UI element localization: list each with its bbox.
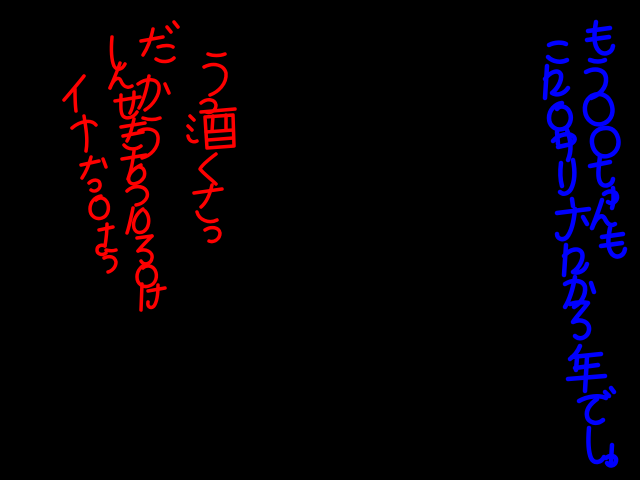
red-glyph-ki [119, 117, 147, 151]
red-glyph-no [135, 262, 159, 289]
red-glyph-me [125, 206, 151, 235]
red-glyph-sake-kanji [186, 107, 237, 150]
blue-glyph-ri [557, 157, 577, 196]
blue-glyph-no [546, 100, 573, 132]
blue-glyph-ya [550, 127, 577, 163]
red-glyph-n [108, 61, 134, 90]
blue-glyph-de [576, 385, 617, 426]
red-glyph-u [202, 52, 228, 97]
blue-glyph-re [542, 63, 571, 101]
red-glyph-ra [137, 116, 162, 160]
red-column-usakekusa [186, 52, 237, 244]
red-glyph-sa [192, 183, 224, 224]
red-glyph-se [113, 90, 142, 120]
blue-glyph-ru [567, 300, 592, 341]
red-handwriting [62, 20, 237, 312]
red-glyph-ku [198, 152, 218, 186]
blue-glyph-circle-2 [589, 125, 621, 159]
red-glyph-shi [109, 35, 127, 71]
red-glyph-yo [95, 222, 115, 257]
blue-glyph-mo-2 [598, 225, 628, 259]
blue-column-mou-chan-mo [582, 19, 628, 259]
red-glyph-ka [136, 74, 171, 112]
blue-column-korenoyarikata [542, 40, 619, 468]
blue-glyph-mo-1 [584, 19, 616, 56]
red-column-dakara [136, 20, 180, 160]
red-column-shinseki [108, 35, 167, 312]
blue-handwriting [542, 19, 628, 468]
blue-glyph-kata-kanji [554, 196, 592, 242]
blue-glyph-toshi-kanji [565, 343, 608, 394]
blue-glyph-sho [586, 425, 619, 468]
blue-glyph-wa [561, 242, 590, 278]
red-glyph-i-katakana [62, 74, 86, 113]
blue-glyph-circle-1 [582, 91, 615, 127]
red-glyph-no-2 [88, 194, 111, 221]
blue-glyph-ko [545, 40, 570, 64]
red-column-iyananoyo [62, 74, 118, 274]
red-glyph-ya-katakana [70, 114, 98, 153]
blue-glyph-n [589, 197, 618, 231]
blue-glyph-cha [587, 153, 620, 211]
red-glyph-ha [139, 282, 167, 312]
red-glyph-ru [135, 234, 154, 266]
red-glyph-sokuon-2 [203, 225, 222, 244]
red-glyph-da [139, 20, 180, 64]
red-glyph-na [79, 155, 108, 193]
red-glyph-a [120, 149, 148, 186]
red-glyph-tsu [125, 184, 150, 207]
red-glyph-u-small [102, 248, 118, 274]
